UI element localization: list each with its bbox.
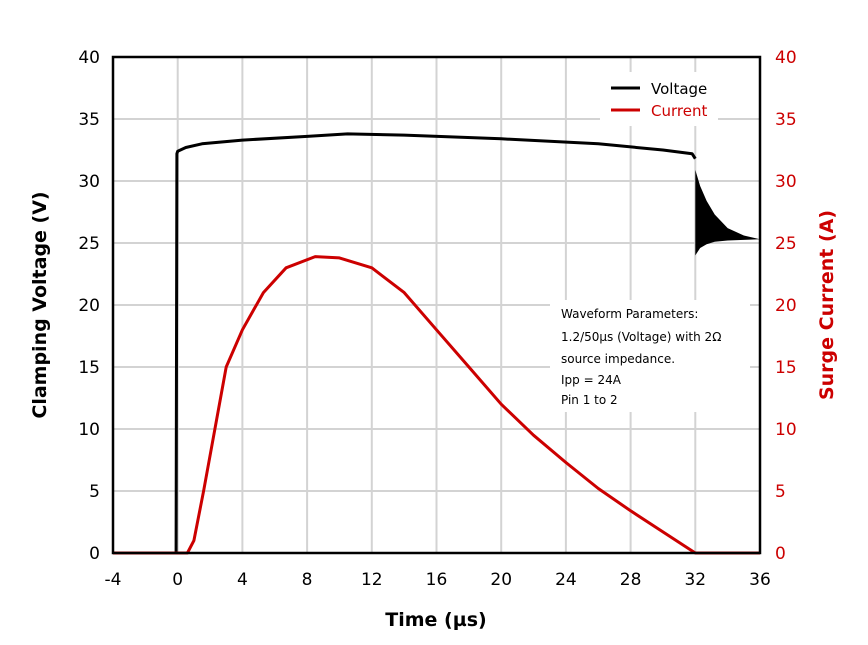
y-right-tick-label: 0 [775, 544, 786, 564]
x-tick-label: 12 [361, 570, 383, 590]
voltage-ringing [695, 169, 760, 256]
y-right-tick-labels: 0 5 10 15 20 25 30 35 40 [775, 48, 797, 564]
y-left-tick-label: 0 [89, 544, 100, 564]
series-line-current [113, 255, 760, 555]
x-tick-labels: -4 0 4 8 12 16 20 24 28 32 36 [105, 570, 771, 590]
x-tick-label: 28 [620, 570, 642, 590]
x-tick-label: 24 [555, 570, 577, 590]
y-left-tick-label: 10 [78, 420, 100, 440]
y-right-tick-label: 5 [775, 482, 786, 502]
y-right-tick-label: 35 [775, 110, 797, 130]
y-left-tick-label: 15 [78, 358, 100, 378]
legend-label-current: Current [651, 102, 707, 120]
x-tick-label: 16 [426, 570, 448, 590]
annotation-line: Waveform Parameters: [561, 307, 698, 321]
series-lines [113, 132, 760, 555]
x-tick-label: 36 [749, 570, 771, 590]
x-tick-label: 8 [302, 570, 313, 590]
y-right-tick-label: 30 [775, 172, 797, 192]
y-right-tick-label: 10 [775, 420, 797, 440]
x-tick-label: 4 [237, 570, 248, 590]
y-right-axis-title: Surge Current (A) [816, 210, 838, 400]
x-tick-label: -4 [105, 570, 122, 590]
y-left-tick-label: 40 [78, 48, 100, 68]
y-right-tick-label: 15 [775, 358, 797, 378]
series-line-voltage [113, 132, 697, 555]
x-tick-label: 0 [172, 570, 183, 590]
legend-label-voltage: Voltage [651, 80, 707, 98]
y-right-tick-label: 20 [775, 296, 797, 316]
y-left-tick-label: 5 [89, 482, 100, 502]
annotation-line: source impedance. [561, 352, 675, 366]
voltage-ringing-envelope [695, 169, 760, 256]
y-left-tick-label: 20 [78, 296, 100, 316]
x-tick-label: 20 [490, 570, 512, 590]
annotation-background [550, 300, 750, 412]
y-left-tick-label: 35 [78, 110, 100, 130]
x-axis-title: Time (µs) [385, 609, 486, 631]
legend-background [600, 72, 718, 126]
legend: Voltage Current [600, 72, 718, 126]
y-right-tick-label: 40 [775, 48, 797, 68]
annotation-box: Waveform Parameters: 1.2/50µs (Voltage) … [550, 300, 750, 412]
plot-frame [111, 55, 762, 555]
y-left-tick-labels: 0 5 10 15 20 25 30 35 40 [78, 48, 100, 564]
annotation-line: 1.2/50µs (Voltage) with 2Ω [561, 330, 721, 344]
y-left-axis-title: Clamping Voltage (V) [29, 191, 51, 418]
annotation-line: Pin 1 to 2 [561, 393, 618, 407]
y-left-tick-label: 25 [78, 234, 100, 254]
annotation-line: Ipp = 24A [561, 373, 622, 387]
x-tick-label: 32 [684, 570, 706, 590]
y-right-tick-label: 25 [775, 234, 797, 254]
y-left-tick-label: 30 [78, 172, 100, 192]
